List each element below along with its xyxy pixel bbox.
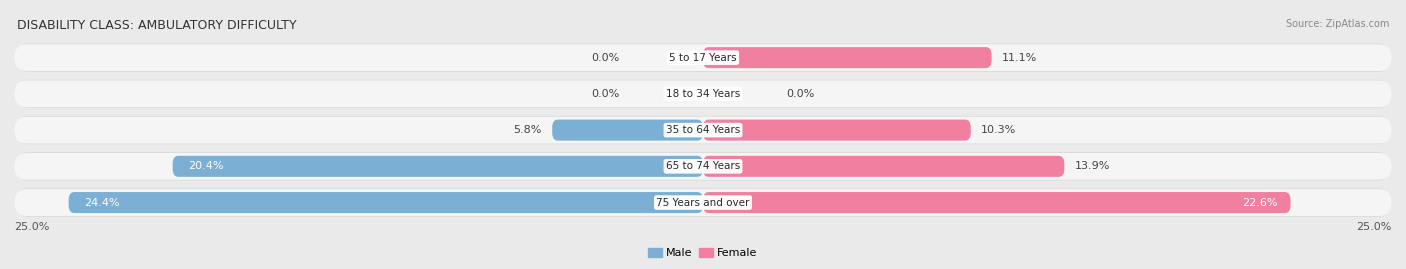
Text: 35 to 64 Years: 35 to 64 Years	[666, 125, 740, 135]
Text: 10.3%: 10.3%	[981, 125, 1017, 135]
Text: 13.9%: 13.9%	[1074, 161, 1111, 171]
Text: 18 to 34 Years: 18 to 34 Years	[666, 89, 740, 99]
Text: 11.1%: 11.1%	[1002, 53, 1038, 63]
FancyBboxPatch shape	[69, 192, 703, 213]
Text: 75 Years and over: 75 Years and over	[657, 197, 749, 208]
FancyBboxPatch shape	[14, 117, 1392, 143]
Text: Source: ZipAtlas.com: Source: ZipAtlas.com	[1285, 19, 1389, 29]
FancyBboxPatch shape	[703, 192, 1291, 213]
FancyBboxPatch shape	[703, 156, 1064, 177]
FancyBboxPatch shape	[14, 153, 1392, 180]
FancyBboxPatch shape	[15, 80, 1391, 108]
Text: 5.8%: 5.8%	[513, 125, 541, 135]
Text: 25.0%: 25.0%	[1357, 222, 1392, 232]
Text: 0.0%: 0.0%	[592, 89, 620, 99]
FancyBboxPatch shape	[14, 44, 1392, 71]
FancyBboxPatch shape	[15, 152, 1391, 180]
Text: 20.4%: 20.4%	[188, 161, 224, 171]
FancyBboxPatch shape	[173, 156, 703, 177]
Text: 24.4%: 24.4%	[84, 197, 120, 208]
Legend: Male, Female: Male, Female	[648, 248, 758, 259]
Text: 5 to 17 Years: 5 to 17 Years	[669, 53, 737, 63]
Text: 65 to 74 Years: 65 to 74 Years	[666, 161, 740, 171]
FancyBboxPatch shape	[703, 47, 991, 68]
FancyBboxPatch shape	[15, 188, 1391, 217]
FancyBboxPatch shape	[15, 44, 1391, 72]
FancyBboxPatch shape	[15, 116, 1391, 144]
Text: 0.0%: 0.0%	[592, 53, 620, 63]
FancyBboxPatch shape	[553, 120, 703, 141]
FancyBboxPatch shape	[703, 120, 970, 141]
Text: 22.6%: 22.6%	[1241, 197, 1278, 208]
Text: DISABILITY CLASS: AMBULATORY DIFFICULTY: DISABILITY CLASS: AMBULATORY DIFFICULTY	[17, 19, 297, 32]
FancyBboxPatch shape	[14, 80, 1392, 107]
Text: 0.0%: 0.0%	[786, 89, 814, 99]
FancyBboxPatch shape	[14, 189, 1392, 216]
Text: 25.0%: 25.0%	[14, 222, 49, 232]
